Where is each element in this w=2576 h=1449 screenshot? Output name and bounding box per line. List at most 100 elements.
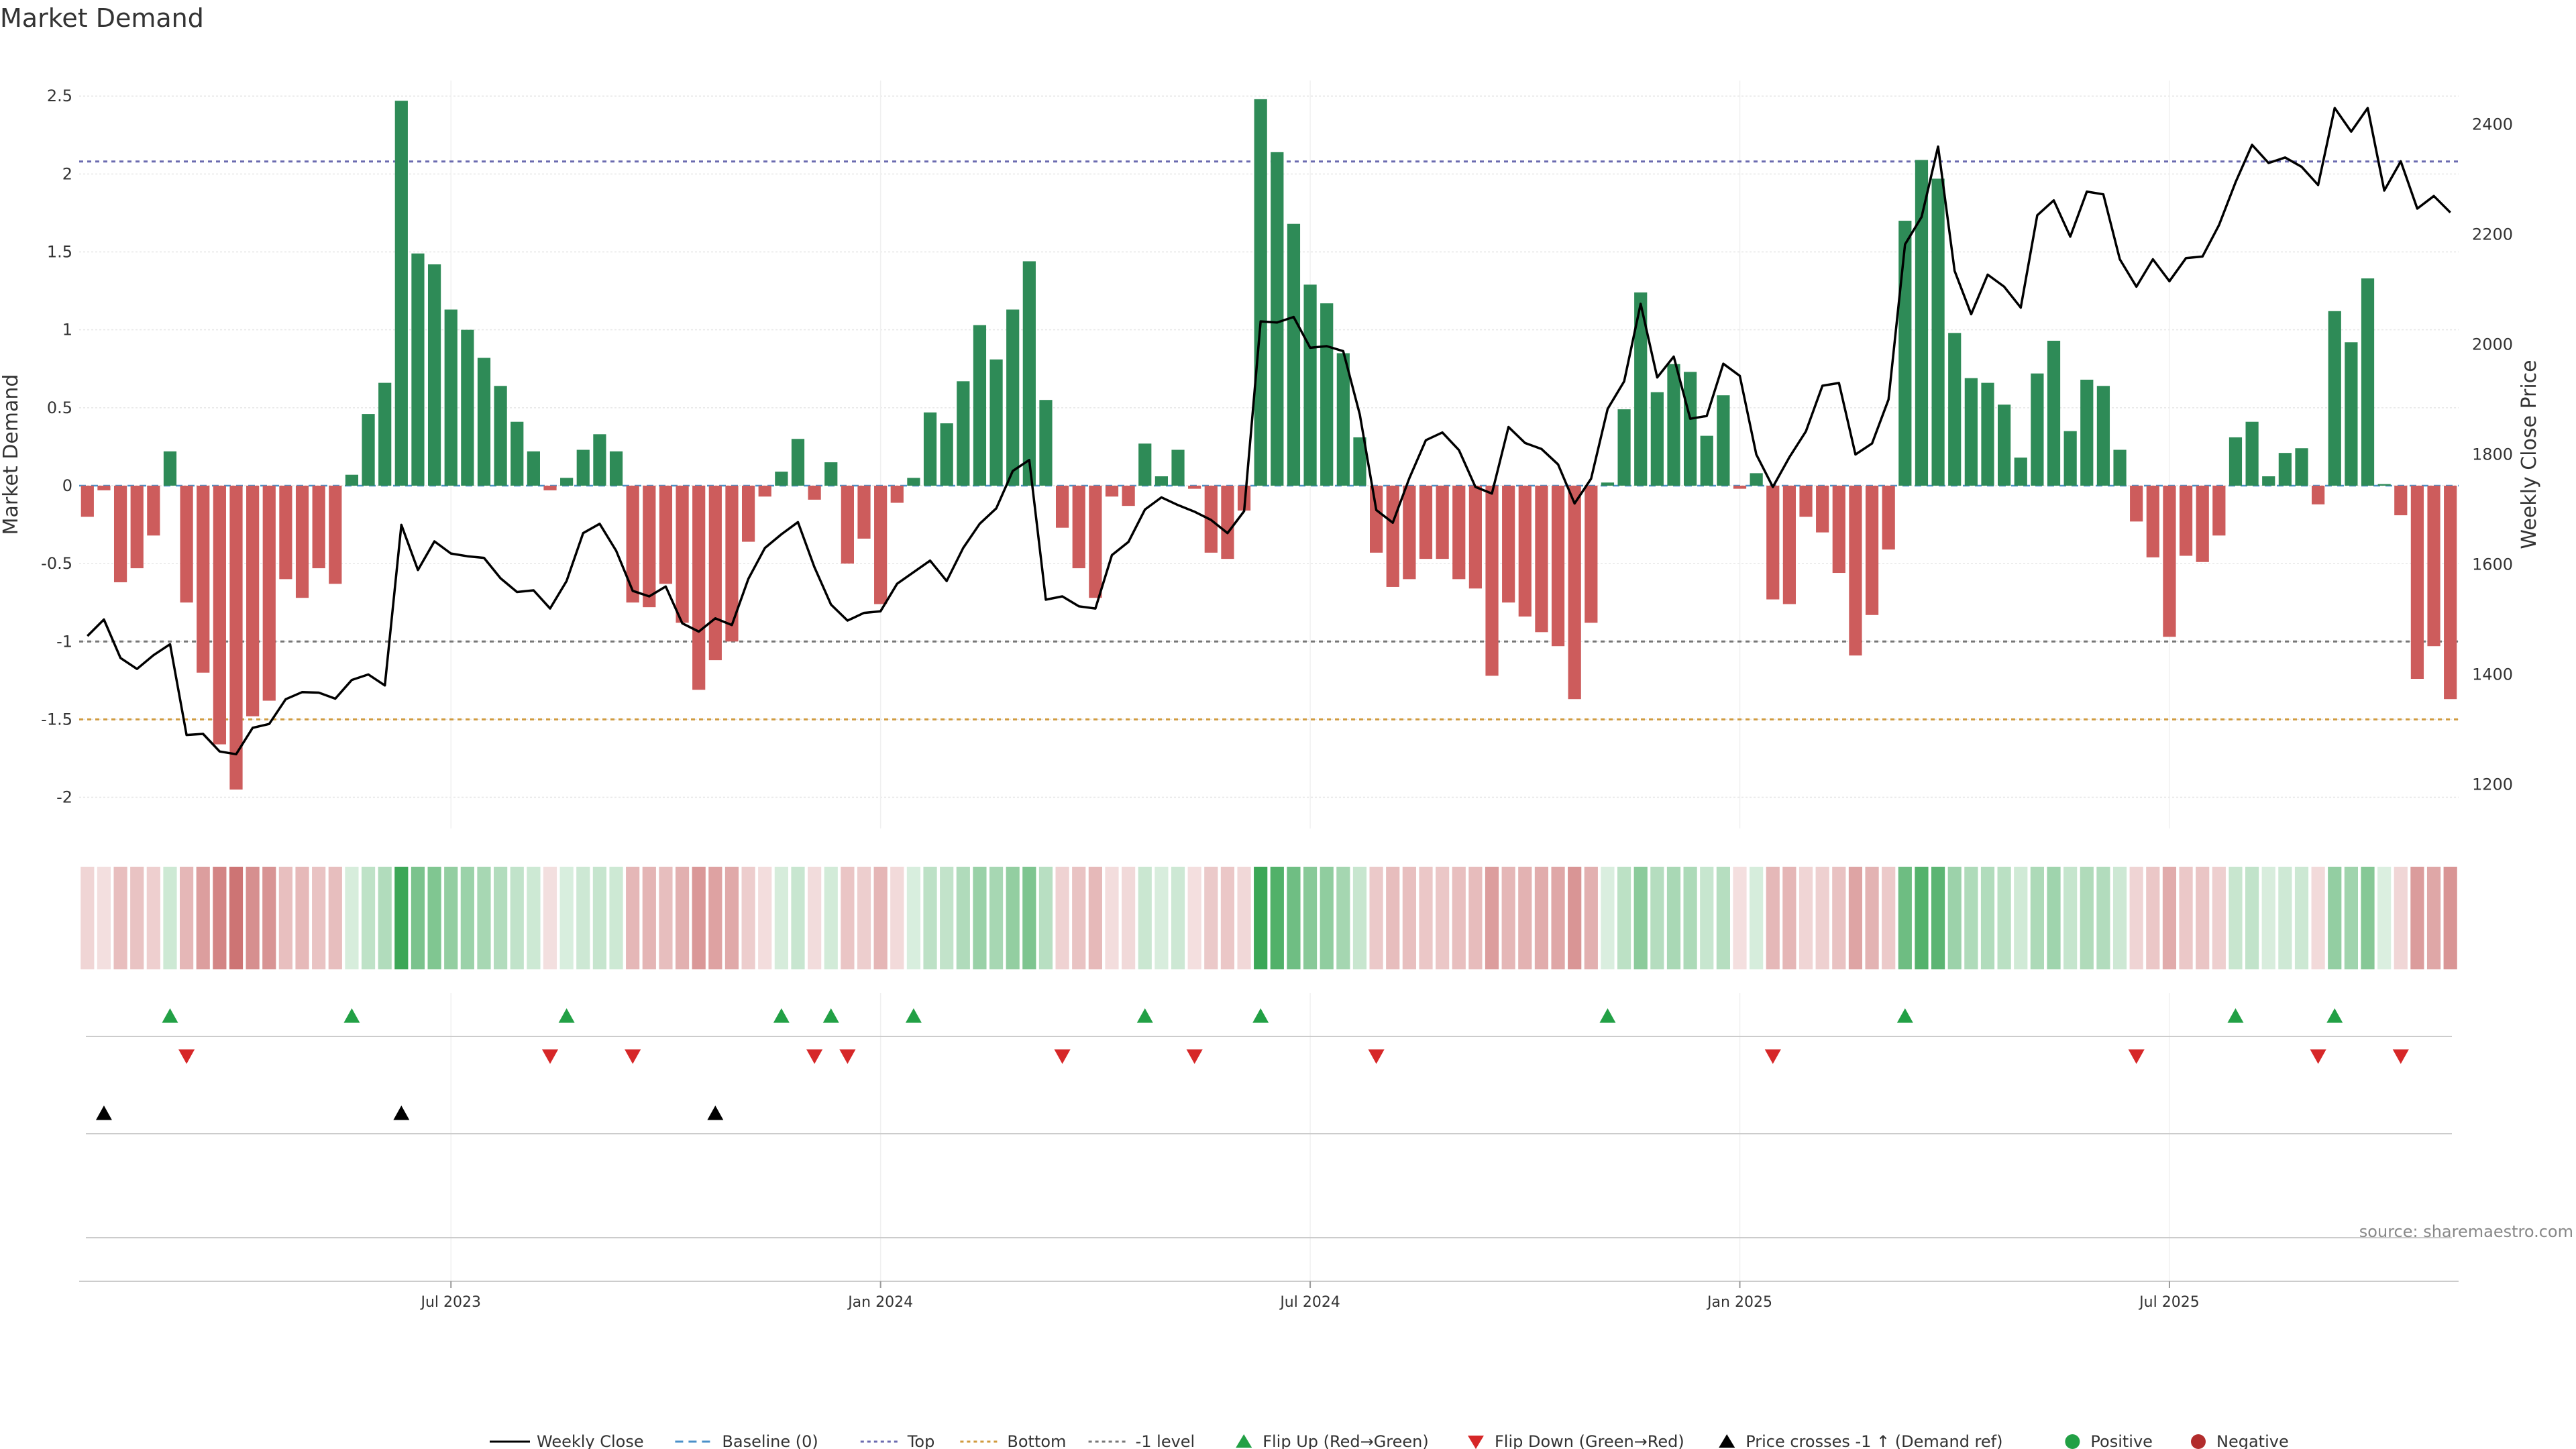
heat-cell [444,867,458,969]
demand-bar [2361,278,2375,486]
heat-cell [1270,867,1284,969]
heat-cell [213,867,227,969]
legend-label-minus1: -1 level [1136,1432,1195,1449]
demand-bar [824,462,838,486]
demand-bar [394,101,408,486]
weekly-close-line [87,107,2451,756]
demand-bar [2295,448,2308,486]
demand-bar [262,485,276,701]
demand-bar [1898,221,1912,486]
legend-label-bottom: Bottom [1007,1432,1066,1449]
heat-cell [1402,867,1416,969]
heat-cell [477,867,491,969]
y-tick-label: 2.5 [47,87,72,105]
demand-bar [362,414,375,486]
price-cross-marker [95,1106,112,1120]
legend: Weekly Close Baseline (0) Top Bottom -1 leve… [490,1432,2289,1449]
demand-bar [543,485,557,490]
demand-bar [444,309,458,486]
demand-bar [1585,485,1598,623]
demand-bar [1667,364,1680,486]
demand-bar [378,382,392,486]
demand-bar [659,485,673,584]
demand-bar [1733,485,1747,489]
flip-up-marker [1252,1008,1269,1023]
demand-bar [1419,485,1433,559]
demand-bar [1601,482,1615,486]
heat-cell [2294,867,2309,969]
demand-bar [1750,473,1763,486]
heat-cell [973,867,987,969]
heat-cell [758,867,772,969]
heat-cell [1436,867,1450,969]
flip-up-marker [162,1008,178,1023]
demand-bar [2196,485,2209,562]
demand-bar [295,485,309,598]
heat-cell [724,867,739,969]
demand-bar [2080,380,2094,486]
demand-bar [741,485,755,542]
demand-bar [2179,485,2193,556]
flip-down-marker [1368,1049,1385,1064]
heat-cell [2014,867,2028,969]
demand-bar [1502,485,1515,603]
demand-bar [1931,178,1945,486]
demand-bar [80,485,94,517]
demand-bar [1700,435,1713,486]
heat-cell [1386,867,1400,969]
heat-cell [1204,867,1218,969]
heat-cell [626,867,640,969]
heat-cell [1915,867,1929,969]
demand-bar [197,485,210,673]
demand-bar [708,485,722,661]
heat-cell [1088,867,1102,969]
heat-cell [1633,867,1648,969]
heat-cell [1237,867,1251,969]
demand-bar [229,485,243,790]
heat-cell [2410,867,2424,969]
y-tick-label: -0.5 [41,554,72,573]
heat-cell [411,867,425,969]
demand-bar [213,485,226,745]
flip-up-marker [773,1008,790,1023]
heat-cell [2096,867,2110,969]
legend-swatch-cross [1719,1434,1735,1448]
heat-cell [1369,867,1383,969]
heat-cell [940,867,954,969]
heat-cell [1882,867,1896,969]
heat-cell [1534,867,1549,969]
demand-bar [345,474,359,486]
flip-up-marker [822,1008,839,1023]
demand-bar [1089,485,1102,598]
heat-cell [1700,867,1714,969]
grid-layer [79,80,2459,1281]
flip-down-marker [542,1049,559,1064]
x-tick-label: Jul 2023 [419,1294,481,1311]
level-lines [79,160,2459,720]
demand-bar [2229,437,2243,486]
legend-label-cross: Price crosses -1 ↑ (Demand ref) [1746,1432,2002,1449]
legend-label-negative: Negative [2216,1432,2289,1449]
x-tick-label: Jan 2025 [1706,1294,1772,1311]
demand-bar [1832,485,1845,574]
demand-bar [1138,443,1152,486]
heat-cell [246,867,260,969]
demand-bar [1122,485,1135,506]
heat-cell [2080,867,2094,969]
demand-bar [97,485,111,490]
demand-bar [692,485,706,690]
heat-cell [592,867,607,969]
demand-bar [1254,99,1267,486]
demand-bar [940,423,953,486]
heat-cell [295,867,309,969]
y-tick-label: 1.5 [47,243,72,262]
y-tick-label: 0.5 [47,398,72,417]
demand-bar [1485,485,1499,676]
demand-bar [2410,485,2424,679]
heat-cell [130,867,144,969]
demand-bar [1568,485,1581,700]
demand-bar [2096,386,2110,486]
heat-cell [609,867,623,969]
